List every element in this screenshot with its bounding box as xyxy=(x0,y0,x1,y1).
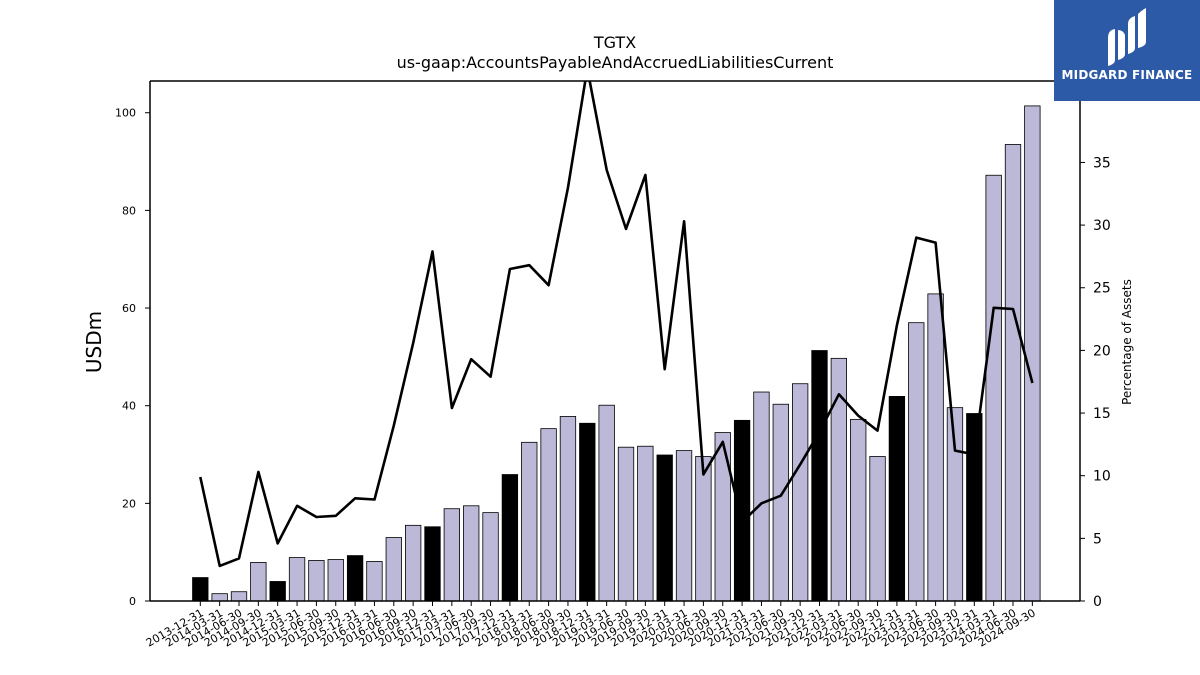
chart-subtitle: us-gaap:AccountsPayableAndAccruedLiabili… xyxy=(397,53,834,72)
y-tick-label: 100 xyxy=(115,107,136,120)
bar xyxy=(772,403,789,602)
bar xyxy=(966,413,983,602)
bar xyxy=(733,419,751,602)
bar-series xyxy=(192,105,1041,602)
bar xyxy=(598,404,615,602)
brand-name: MIDGARD FINANCE xyxy=(1061,68,1193,82)
y2-tick-label: 35 xyxy=(1093,155,1111,171)
bar xyxy=(714,432,731,602)
bar xyxy=(927,293,944,602)
bar xyxy=(637,445,654,602)
bar xyxy=(463,505,480,602)
bar xyxy=(482,512,499,602)
midgard-logo-icon xyxy=(1108,8,1146,66)
bar xyxy=(366,561,383,602)
bar xyxy=(675,450,693,602)
bar xyxy=(501,474,519,602)
bar xyxy=(695,456,712,602)
bar xyxy=(559,416,577,602)
bar xyxy=(656,454,673,602)
y2-tick-label: 5 xyxy=(1093,531,1102,547)
line-series xyxy=(199,81,1034,568)
chart-title: TGTX xyxy=(593,33,636,52)
bar xyxy=(443,508,461,602)
bar xyxy=(308,560,325,602)
tick-labels: 020406080100051015202530352013-12-312014… xyxy=(115,107,1111,650)
bar xyxy=(753,391,770,602)
y2-tick-label: 30 xyxy=(1093,218,1111,234)
y-tick-label: 80 xyxy=(122,204,136,217)
axes xyxy=(149,80,1081,602)
y2-tick-label: 0 xyxy=(1093,594,1102,610)
y2-tick-label: 10 xyxy=(1093,469,1111,485)
y-tick-label: 40 xyxy=(122,400,136,413)
bar xyxy=(1004,144,1022,602)
bar xyxy=(792,383,809,602)
y-tick-label: 60 xyxy=(122,302,136,315)
y2-axis-label: Percentage of Assets xyxy=(1120,279,1134,405)
percentage-line xyxy=(199,81,1034,568)
y-axis-label: USDm xyxy=(82,311,106,373)
bar xyxy=(1024,105,1041,602)
bar xyxy=(985,174,1002,602)
y2-tick-label: 25 xyxy=(1093,281,1111,297)
bar xyxy=(230,591,248,602)
bar xyxy=(288,557,306,602)
bar xyxy=(346,555,364,602)
bar xyxy=(888,396,906,602)
bar xyxy=(211,593,228,602)
bar xyxy=(424,526,441,602)
bar xyxy=(617,446,635,602)
brand-logo: MIDGARD FINANCE xyxy=(1054,0,1200,101)
bar xyxy=(327,559,344,602)
bar xyxy=(908,322,925,602)
bar xyxy=(869,456,886,602)
bar xyxy=(385,537,402,602)
bar xyxy=(404,524,422,602)
y2-tick-label: 20 xyxy=(1093,343,1111,359)
bar xyxy=(192,577,209,602)
y-tick-label: 20 xyxy=(122,497,136,510)
bar xyxy=(521,441,538,602)
bar xyxy=(579,422,596,602)
bar xyxy=(850,418,867,602)
y2-tick-label: 15 xyxy=(1093,406,1111,422)
bar xyxy=(540,428,557,602)
bar xyxy=(269,581,286,602)
y-tick-label: 0 xyxy=(129,595,136,608)
bar xyxy=(811,350,828,602)
bar xyxy=(250,562,267,602)
